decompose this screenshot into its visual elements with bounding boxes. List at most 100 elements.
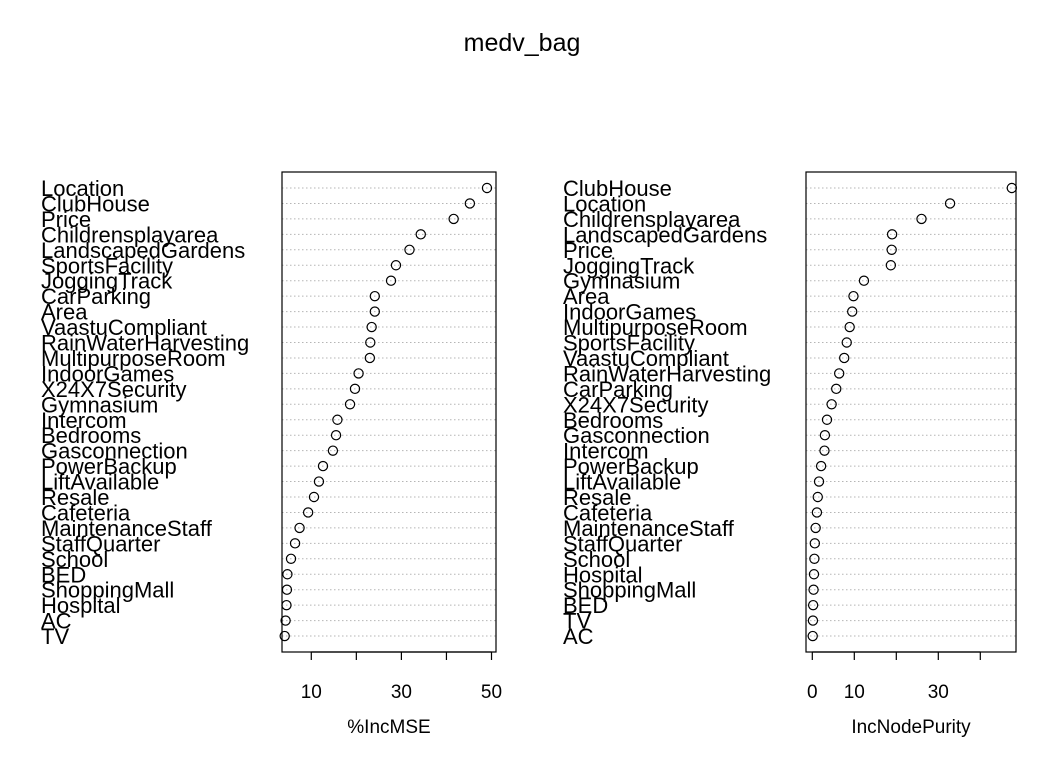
category-label: MaintenanceStaff [563,516,735,541]
data-point [385,275,397,286]
category-label: SportsFacility [563,331,695,356]
category-label: X24X7Security [563,392,709,417]
data-point [365,337,376,348]
data-point [833,368,845,379]
x-tick-label: 50 [481,682,502,703]
data-point [807,615,819,626]
category-label: Hospital [41,593,120,618]
data-point [327,445,339,456]
category-label: MaintenanceStaff [41,516,213,541]
data-point [282,569,293,580]
data-point [448,213,459,225]
category-label: CarParking [41,284,151,309]
data-point [332,414,343,425]
category-label: Gymnasium [41,392,158,417]
category-label: Area [563,284,610,309]
x-tick-label: 10 [844,682,865,703]
plot-frame [281,171,497,653]
category-label: Location [41,176,124,201]
data-point [302,507,314,518]
category-label: Area [41,300,88,325]
category-label: RainWaterHarvesting [563,361,771,386]
data-point [809,553,820,565]
data-point [841,337,852,348]
x-tick-label: 10 [301,682,322,703]
data-point [807,630,818,642]
category-label: IndoorGames [563,300,696,325]
category-label: CarParking [563,377,673,402]
category-label: School [41,547,108,572]
category-label: LandscapedGardens [41,238,245,263]
category-label: AC [41,609,72,634]
data-point [815,460,827,472]
data-point [810,522,821,534]
data-point [808,584,819,595]
category-label: RainWaterHarvesting [41,331,249,356]
category-label: Gymnasium [563,269,680,294]
data-point [886,229,898,240]
category-label: Intercom [563,439,649,464]
category-label: VaastuCompliant [563,346,729,371]
data-point [279,630,290,642]
category-label: Cafeteria [563,500,653,525]
category-label: PowerBackup [563,454,699,479]
x-axis-label: %IncMSE [347,717,430,738]
data-point [390,260,402,271]
data-point [886,244,897,255]
data-point [364,352,376,364]
category-label: LiftAvailable [41,470,159,495]
category-label: BED [563,593,608,618]
category-label: Intercom [41,408,127,433]
category-label: Gasconnection [41,439,188,464]
data-point [353,368,364,379]
x-tick-label: 30 [928,682,949,703]
category-label: ShoppingMall [563,578,696,603]
category-label: X24X7Security [41,377,187,402]
data-point [848,290,859,302]
category-label: Gasconnection [563,423,710,448]
category-label: LandscapedGardens [563,222,767,247]
category-label: BED [41,562,86,587]
data-point [819,430,831,441]
category-label: ClubHouse [41,191,150,216]
data-point [813,476,825,487]
data-point [858,275,870,286]
category-label: Hospital [563,562,642,587]
category-label: LiftAvailable [563,470,681,495]
data-point [821,414,833,425]
plot-frame [805,171,1017,653]
category-label: JoggingTrack [41,269,173,294]
data-point [844,321,855,333]
category-label: Childrensplayarea [41,222,219,247]
data-point [839,352,850,364]
data-point [807,599,819,611]
category-label: PowerBackup [41,454,177,479]
data-point [944,198,956,209]
category-label: Resale [563,485,631,510]
category-label: Childrensplayarea [563,207,741,232]
data-point [369,306,381,317]
data-point [916,213,927,225]
data-point [308,491,320,503]
category-label: VaastuCompliant [41,315,207,340]
chart-title: medv_bag [464,29,581,57]
category-label: Price [41,207,91,232]
category-label: Location [563,191,646,216]
data-point [349,383,361,395]
data-point [464,198,476,209]
category-label: Resale [41,485,109,510]
category-label: AC [563,624,594,649]
x-tick-label: 30 [391,682,412,703]
data-point [812,491,823,503]
category-label: Cafeteria [41,500,131,525]
data-point [330,430,342,441]
category-label: ShoppingMall [41,578,174,603]
category-label: JoggingTrack [563,253,695,278]
data-point [369,290,381,302]
x-axis-label: IncNodePurity [851,717,971,738]
data-point [344,399,356,410]
category-label: MultipurposeRoom [563,315,748,340]
data-point [404,244,415,255]
